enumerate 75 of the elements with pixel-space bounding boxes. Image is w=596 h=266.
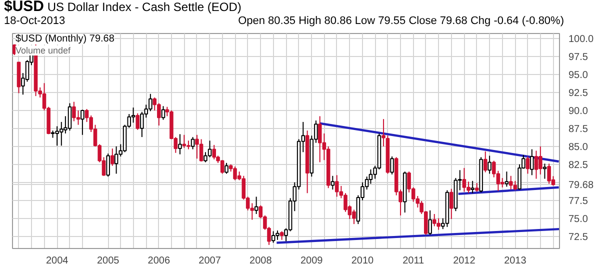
- candlestick: [25, 60, 30, 82]
- candlestick: [334, 174, 339, 198]
- candlestick: [182, 134, 186, 148]
- candlestick: [80, 109, 84, 136]
- candlestick: [72, 101, 76, 122]
- candlestick: [542, 163, 547, 180]
- y-tick-label: 75.0: [568, 214, 588, 225]
- chart-subtitle: 18-Oct-2013: [4, 14, 66, 28]
- candlestick: [199, 138, 204, 162]
- candlestick: [318, 116, 322, 163]
- candlestick: [488, 155, 492, 174]
- x-tick-label: 2013: [504, 256, 527, 266]
- candlestick: [534, 150, 538, 180]
- candlestick: [212, 144, 216, 160]
- x-tick-label: 2011: [402, 256, 425, 266]
- annotation: Volume undef: [16, 46, 72, 56]
- candlestick: [462, 167, 466, 192]
- candlestick: [131, 107, 136, 124]
- y-tick-label: 100.0: [568, 34, 594, 46]
- candlestick: [204, 152, 208, 163]
- candlestick: [178, 134, 182, 155]
- x-tick-label: 2012: [453, 256, 476, 266]
- candlestick: [432, 213, 436, 227]
- candlestick: [114, 146, 118, 174]
- candlestick: [76, 110, 80, 126]
- y-tick-label: 97.5: [568, 52, 588, 64]
- candlestick: [538, 146, 542, 175]
- x-tick-label: 2009: [300, 256, 324, 266]
- candlestick: [513, 180, 518, 191]
- candlestick: [508, 175, 513, 190]
- candlestick: [449, 188, 454, 220]
- x-tick-label: 2004: [46, 256, 69, 266]
- candlestick: [483, 150, 488, 173]
- chart-title: $USD US Dollar Index - Cash Settle (EOD): [4, 0, 242, 15]
- x-tick-label: 2007: [198, 256, 222, 266]
- y-tick-label: 92.5: [568, 88, 588, 99]
- y-tick-label: 82.5: [568, 160, 588, 171]
- y-tick-label: 72.5: [568, 232, 588, 243]
- candlestick: [390, 156, 394, 175]
- candlestick: [530, 148, 534, 176]
- candlestick: [233, 166, 237, 181]
- y-tick-label: 85.0: [568, 142, 588, 153]
- x-tick-label: 2008: [250, 256, 272, 266]
- candlestick: [106, 153, 110, 178]
- y-tick-label: 95.0: [568, 70, 588, 81]
- candlestick: [190, 136, 195, 150]
- candlestick: [110, 148, 114, 166]
- y-tick-label: 87.5: [568, 124, 588, 135]
- candlestick: [220, 160, 224, 174]
- candlestick: [470, 180, 474, 194]
- candlestick: [526, 156, 530, 174]
- candlestick: [195, 134, 199, 160]
- x-tick-label: 2010: [351, 256, 374, 266]
- candlestick: [504, 171, 509, 188]
- candlestick: [208, 140, 212, 158]
- candlestick: [68, 102, 72, 132]
- x-tick-label: 2005: [96, 256, 120, 266]
- y-tick-label: 90.0: [568, 106, 588, 117]
- candlestick: [254, 196, 258, 214]
- candlestick: [547, 163, 551, 184]
- candlestick: [136, 112, 140, 130]
- candlestick: [330, 175, 335, 190]
- candlestick: [276, 230, 280, 240]
- candlestick: [161, 106, 166, 120]
- candlestick: [436, 218, 440, 230]
- y-tick-label: 77.5: [568, 196, 588, 207]
- candlestick: [466, 181, 470, 194]
- y-tick-label: 79.68: [568, 180, 594, 192]
- text: Open 80.35 High 80.86 Low 79.55 Close 79.68 Chg -0.64 (-0.80%): [238, 14, 565, 28]
- candlestick: [271, 230, 276, 244]
- candlestick: [428, 210, 432, 236]
- annotation: $USD (Monthly) 79.68: [16, 34, 115, 44]
- candlestick: [352, 209, 356, 225]
- candlestick: [224, 162, 228, 174]
- x-tick-label: 2006: [148, 256, 170, 266]
